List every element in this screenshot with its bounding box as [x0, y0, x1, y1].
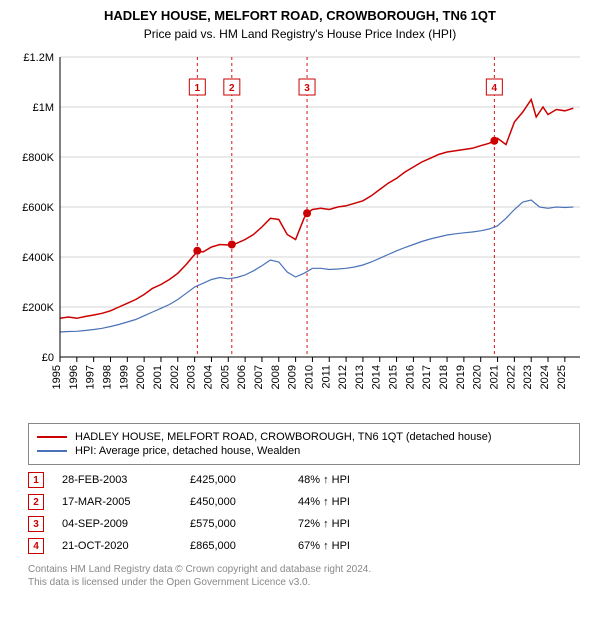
svg-text:1999: 1999 [118, 365, 130, 389]
svg-text:2010: 2010 [303, 365, 315, 389]
tx-price: £575,000 [190, 518, 280, 530]
legend-swatch [37, 450, 67, 452]
tx-pct: 48% ↑ HPI [298, 474, 398, 486]
svg-text:4: 4 [492, 83, 498, 94]
tx-date: 21-OCT-2020 [62, 540, 172, 552]
tx-badge: 4 [28, 538, 44, 554]
tx-price: £450,000 [190, 496, 280, 508]
table-row: 3 04-SEP-2009 £575,000 72% ↑ HPI [28, 513, 580, 535]
tx-price: £425,000 [190, 474, 280, 486]
svg-text:2001: 2001 [152, 365, 164, 389]
svg-text:2004: 2004 [202, 365, 214, 389]
svg-text:2015: 2015 [388, 365, 400, 389]
tx-pct: 67% ↑ HPI [298, 540, 398, 552]
svg-text:£0: £0 [42, 352, 54, 364]
svg-text:2000: 2000 [135, 365, 147, 389]
tx-pct: 44% ↑ HPI [298, 496, 398, 508]
svg-text:3: 3 [304, 83, 310, 94]
chart-subtitle: Price paid vs. HM Land Registry's House … [0, 23, 600, 47]
tx-date: 28-FEB-2003 [62, 474, 172, 486]
tx-pct: 72% ↑ HPI [298, 518, 398, 530]
chart-title: HADLEY HOUSE, MELFORT ROAD, CROWBOROUGH,… [0, 0, 600, 23]
marker-dot-4 [490, 137, 498, 145]
table-row: 1 28-FEB-2003 £425,000 48% ↑ HPI [28, 469, 580, 491]
svg-text:2014: 2014 [371, 365, 383, 389]
marker-dot-2 [228, 241, 236, 249]
marker-dot-3 [303, 209, 311, 217]
legend-item: HPI: Average price, detached house, Weal… [37, 444, 571, 458]
svg-text:2017: 2017 [421, 365, 433, 389]
transaction-table: 1 28-FEB-2003 £425,000 48% ↑ HPI 2 17-MAR-200… [28, 469, 580, 557]
legend-label: HPI: Average price, detached house, Weal… [75, 445, 300, 457]
tx-price: £865,000 [190, 540, 280, 552]
svg-text:2009: 2009 [287, 365, 299, 389]
svg-text:2021: 2021 [489, 365, 501, 389]
svg-text:2018: 2018 [438, 365, 450, 389]
svg-text:2022: 2022 [505, 365, 517, 389]
svg-text:2011: 2011 [320, 365, 332, 389]
tx-badge: 2 [28, 494, 44, 510]
tx-date: 17-MAR-2005 [62, 496, 172, 508]
svg-text:2023: 2023 [522, 365, 534, 389]
chart-svg: £0 £200K £400K £600K £800K £1M £1.2M 1 2 3 4 1995 19… [0, 47, 600, 417]
tx-date: 04-SEP-2009 [62, 518, 172, 530]
svg-text:2008: 2008 [270, 365, 282, 389]
svg-text:1: 1 [195, 83, 201, 94]
tx-badge: 1 [28, 472, 44, 488]
legend-swatch [37, 436, 67, 438]
svg-text:£400K: £400K [22, 252, 54, 264]
chart-area: £0 £200K £400K £600K £800K £1M £1.2M 1 2 3 4 1995 19… [0, 47, 600, 417]
table-row: 2 17-MAR-2005 £450,000 44% ↑ HPI [28, 491, 580, 513]
svg-text:2006: 2006 [236, 365, 248, 389]
svg-text:£1M: £1M [33, 102, 54, 114]
svg-text:2005: 2005 [219, 365, 231, 389]
svg-text:1996: 1996 [68, 365, 80, 389]
footer-attribution: Contains HM Land Registry data © Crown c… [28, 563, 580, 589]
svg-text:2012: 2012 [337, 365, 349, 389]
marker-dot-1 [193, 247, 201, 255]
svg-text:1998: 1998 [101, 365, 113, 389]
legend-item: HADLEY HOUSE, MELFORT ROAD, CROWBOROUGH,… [37, 430, 571, 444]
svg-text:1997: 1997 [85, 365, 97, 389]
svg-text:£200K: £200K [22, 302, 54, 314]
svg-text:2002: 2002 [169, 365, 181, 389]
svg-text:£1.2M: £1.2M [23, 52, 54, 64]
svg-text:2020: 2020 [472, 365, 484, 389]
svg-text:2007: 2007 [253, 365, 265, 389]
svg-text:2019: 2019 [455, 365, 467, 389]
legend-label: HADLEY HOUSE, MELFORT ROAD, CROWBOROUGH,… [75, 431, 492, 443]
svg-text:2003: 2003 [186, 365, 198, 389]
footer-line-2: This data is licensed under the Open Gov… [28, 576, 580, 589]
legend: HADLEY HOUSE, MELFORT ROAD, CROWBOROUGH,… [28, 423, 580, 465]
svg-text:£600K: £600K [22, 202, 54, 214]
table-row: 4 21-OCT-2020 £865,000 67% ↑ HPI [28, 535, 580, 557]
series-property [60, 100, 573, 319]
svg-text:2: 2 [229, 83, 235, 94]
svg-text:2016: 2016 [404, 365, 416, 389]
tx-badge: 3 [28, 516, 44, 532]
svg-text:2025: 2025 [556, 365, 568, 389]
footer-line-1: Contains HM Land Registry data © Crown c… [28, 563, 580, 576]
svg-text:£800K: £800K [22, 152, 54, 164]
svg-text:2024: 2024 [539, 365, 551, 389]
svg-text:2013: 2013 [354, 365, 366, 389]
svg-text:1995: 1995 [51, 365, 63, 389]
series-hpi [60, 200, 573, 332]
